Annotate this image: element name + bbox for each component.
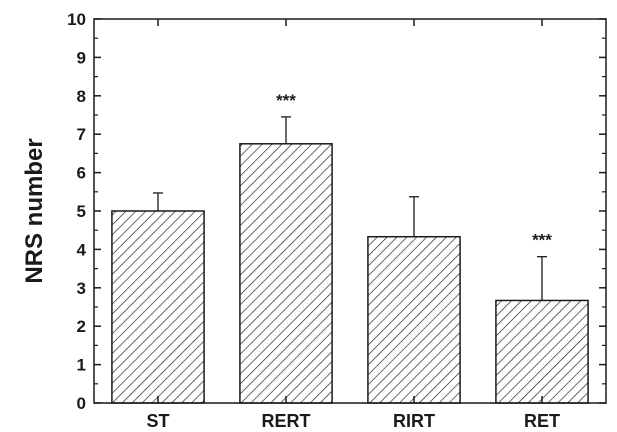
- category-label: RERT: [262, 411, 311, 431]
- y-tick-label: 7: [77, 125, 86, 144]
- significance-marker: ***: [532, 231, 552, 250]
- category-label: RET: [524, 411, 560, 431]
- category-label: RIRT: [393, 411, 435, 431]
- bar: [239, 143, 333, 404]
- y-tick-label: 8: [77, 87, 86, 106]
- y-tick-label: 2: [77, 317, 86, 336]
- bar: [495, 299, 589, 404]
- y-tick-label: 4: [77, 240, 87, 259]
- y-tick-label: 5: [77, 202, 86, 221]
- y-tick-label: 1: [77, 356, 86, 375]
- y-tick-label: 10: [67, 10, 86, 29]
- category-label: ST: [146, 411, 169, 431]
- y-tick-label: 3: [77, 279, 86, 298]
- bar: [367, 235, 461, 404]
- bar: [111, 210, 205, 404]
- plot-frame: [93, 18, 607, 404]
- y-tick-label: 6: [77, 164, 86, 183]
- significance-marker: ***: [276, 91, 296, 110]
- y-axis-title: NRS number: [21, 138, 48, 283]
- y-tick-label: 9: [77, 48, 86, 67]
- y-tick-label: 0: [77, 394, 86, 413]
